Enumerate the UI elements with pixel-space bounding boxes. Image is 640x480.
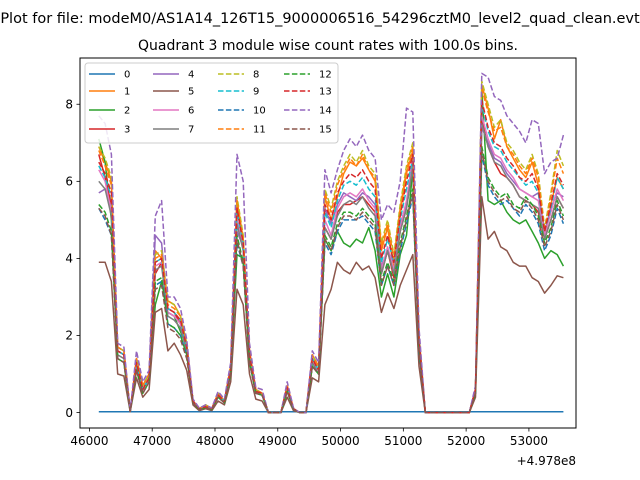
x-tick-label: 52000	[447, 434, 485, 448]
series-line-14	[98, 72, 565, 414]
plot-frame	[79, 57, 577, 429]
legend-label-15: 15	[319, 125, 332, 136]
series-line-3	[98, 118, 565, 414]
series-line-4	[98, 126, 564, 414]
legend-label-13: 13	[319, 87, 332, 98]
series-line-6	[98, 115, 565, 414]
series-line-2	[98, 88, 565, 414]
series-line-11	[98, 88, 565, 414]
legend-label-2: 2	[124, 106, 130, 117]
legend-frame	[84, 62, 339, 144]
y-axis: 0 2 4 6 8	[65, 97, 80, 420]
legend-label-11: 11	[253, 125, 266, 136]
legend-label-4: 4	[188, 70, 194, 81]
legend-label-0: 0	[124, 70, 130, 81]
y-tick-label: 4	[65, 252, 73, 266]
legend-label-1: 1	[124, 87, 130, 98]
series-line-8	[98, 80, 565, 414]
legend-label-5: 5	[188, 87, 194, 98]
series-line-13	[98, 99, 565, 414]
series-line-7	[98, 122, 565, 414]
x-tick-label: 46000	[70, 434, 108, 448]
x-tick-label: 53000	[510, 434, 548, 448]
legend-label-3: 3	[124, 125, 130, 136]
series-line-5	[98, 196, 564, 414]
x-axis: 46000 47000 48000 49000 50000 51000 52000 53000	[70, 428, 548, 448]
series-line-15	[98, 149, 565, 414]
y-tick-label: 0	[65, 406, 73, 420]
x-offset-label: +4.978e8	[517, 454, 576, 468]
x-tick-label: 51000	[384, 434, 422, 448]
x-tick-label: 48000	[196, 434, 234, 448]
legend-label-9: 9	[253, 87, 259, 98]
series-line-12	[98, 145, 565, 414]
series-layer	[98, 72, 565, 414]
y-tick-label: 8	[65, 97, 73, 111]
legend-label-12: 12	[319, 70, 332, 81]
figure-suptitle: Plot for file: modeM0/AS1A14_126T15_9000…	[0, 11, 640, 27]
x-tick-label: 47000	[133, 434, 171, 448]
legend-label-10: 10	[253, 106, 266, 117]
x-tick-label: 50000	[321, 434, 359, 448]
y-tick-label: 2	[65, 329, 73, 343]
legend-label-6: 6	[188, 106, 194, 117]
series-line-10	[98, 153, 565, 414]
chart-title: Quadrant 3 module wise count rates with …	[138, 38, 518, 54]
legend-label-14: 14	[319, 106, 332, 117]
series-line-9	[98, 103, 565, 414]
x-tick-label: 49000	[259, 434, 297, 448]
legend-label-8: 8	[253, 70, 259, 81]
y-tick-label: 6	[65, 175, 73, 189]
legend-label-7: 7	[188, 125, 194, 136]
